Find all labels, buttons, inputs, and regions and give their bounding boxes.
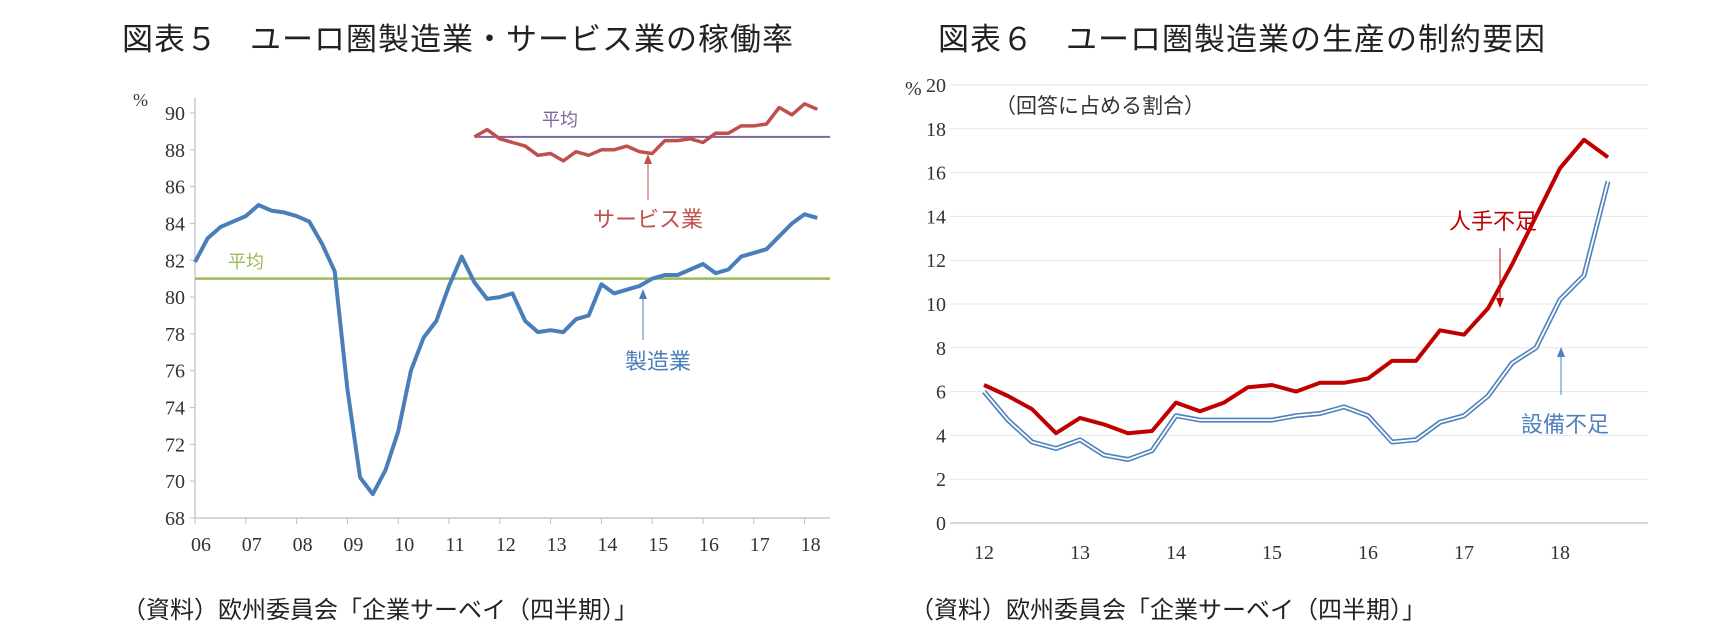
x-tick-label: 13 bbox=[547, 534, 567, 556]
right-chart-source: （資料）欧州委員会「企業サーベイ（四半期）」 bbox=[910, 596, 1426, 624]
x-tick-label: 14 bbox=[597, 534, 617, 556]
x-tick-label: 18 bbox=[801, 534, 821, 556]
y-tick-label: 76 bbox=[165, 361, 185, 383]
y-tick-label: 88 bbox=[165, 140, 185, 162]
y-tick-label: 78 bbox=[165, 324, 185, 346]
x-tick-label: 11 bbox=[445, 534, 464, 556]
x-tick-label: 12 bbox=[496, 534, 516, 556]
y-tick-label: 84 bbox=[165, 213, 185, 235]
y-tick-label: 70 bbox=[165, 471, 185, 493]
x-tick-label: 07 bbox=[242, 534, 262, 556]
services-pointer-arrowhead bbox=[644, 154, 652, 164]
x-tick-label: 17 bbox=[750, 534, 770, 556]
x-tick-label: 10 bbox=[394, 534, 414, 556]
services-average-label: 平均 bbox=[542, 110, 578, 130]
x-tick-label: 16 bbox=[699, 534, 719, 556]
right-chart-title: 図表６ ユーロ圏製造業の生産の制約要因 bbox=[938, 22, 1546, 58]
y-tick-label: 74 bbox=[165, 398, 185, 420]
services-series-line bbox=[473, 102, 818, 163]
x-tick-label: 06 bbox=[191, 534, 211, 556]
services-series-label: サービス業 bbox=[593, 207, 703, 232]
y-tick-label: 82 bbox=[165, 250, 185, 272]
x-tick-label: 08 bbox=[293, 534, 313, 556]
manufacturing-average-label: 平均 bbox=[228, 252, 264, 272]
y-tick-label: 72 bbox=[165, 434, 185, 456]
y-tick-label: 68 bbox=[165, 508, 185, 530]
left-chart-title: 図表５ ユーロ圏製造業・サービス業の稼働率 bbox=[122, 22, 794, 58]
y-tick-label: 80 bbox=[165, 287, 185, 309]
y-unit-label: % bbox=[133, 90, 148, 110]
manufacturing-pointer-arrowhead bbox=[639, 289, 647, 299]
manufacturing-series-label: 製造業 bbox=[625, 349, 691, 374]
x-tick-label: 09 bbox=[343, 534, 363, 556]
left-chart-source: （資料）欧州委員会「企業サーベイ（四半期）」 bbox=[122, 596, 638, 624]
manufacturing-series-line bbox=[193, 203, 818, 497]
y-tick-label: 90 bbox=[165, 103, 185, 125]
x-tick-label: 15 bbox=[648, 534, 668, 556]
y-tick-label: 86 bbox=[165, 177, 185, 199]
